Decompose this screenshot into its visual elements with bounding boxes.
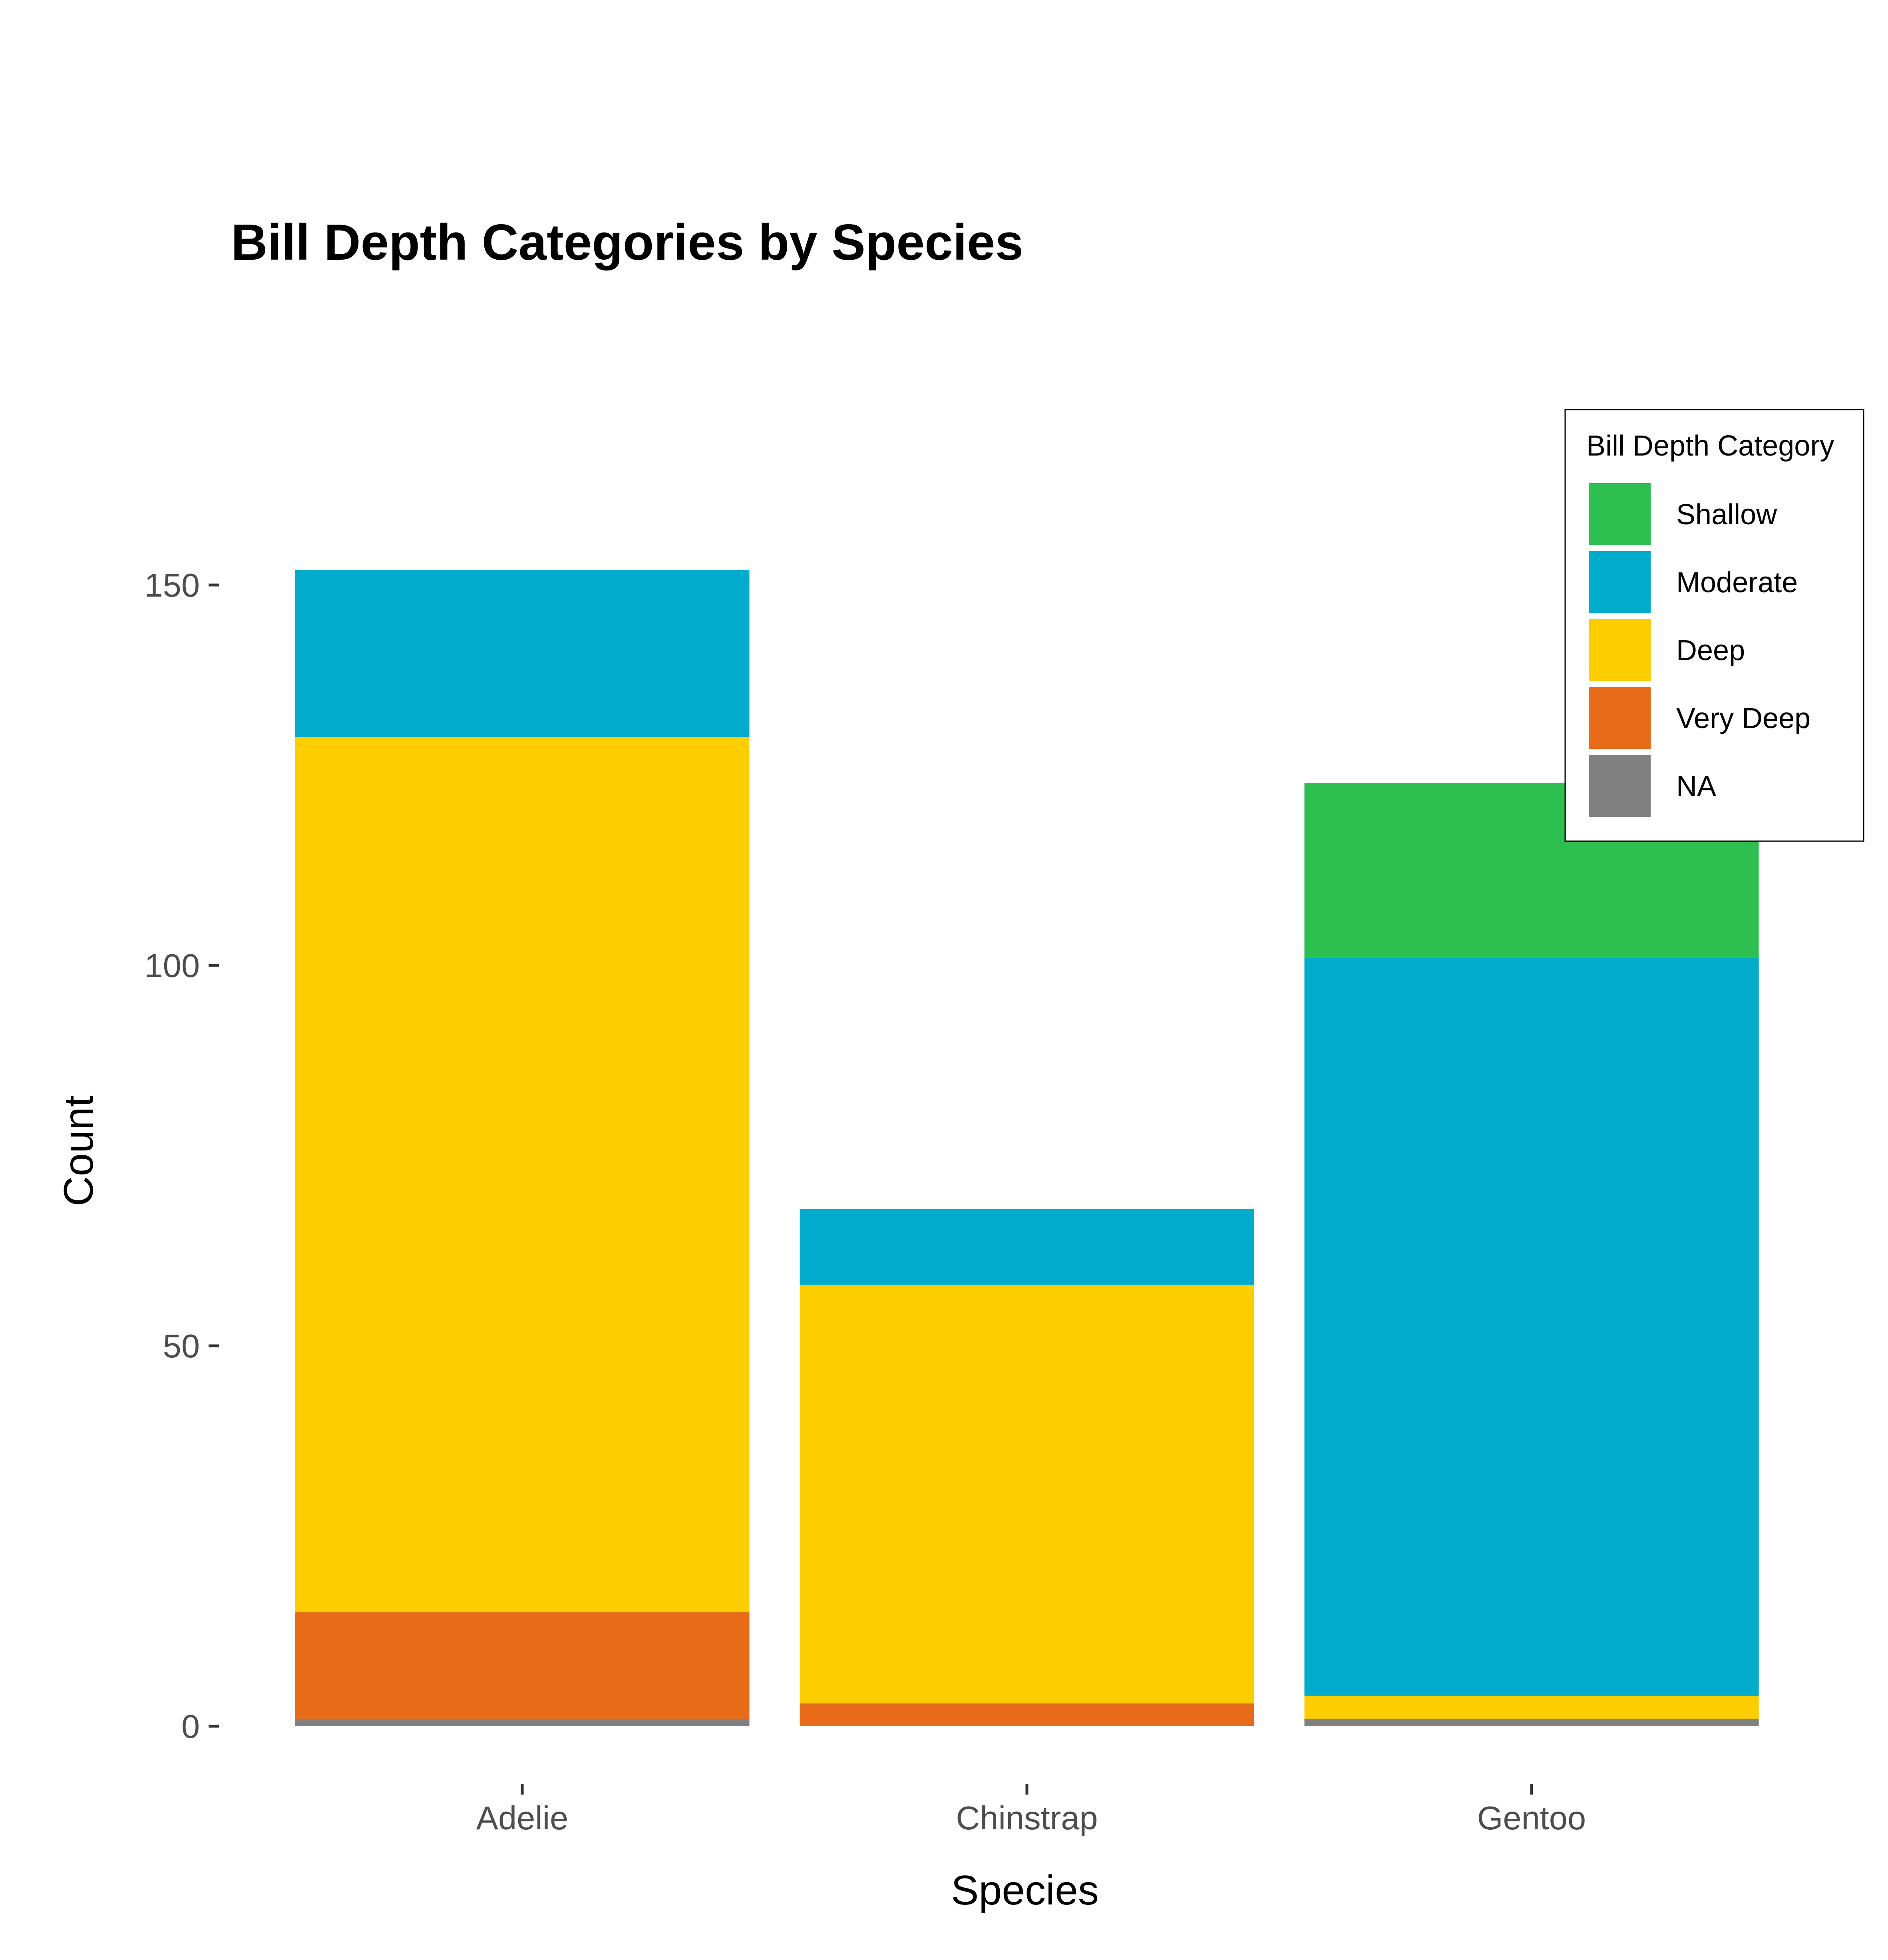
legend-label-shallow: Shallow [1676,499,1777,531]
legend-label-na: NA [1676,770,1716,802]
x-axis-title: Species [951,1867,1099,1914]
legend-key-shallow [1589,483,1651,545]
x-tick-label-adelie: Adelie [476,1799,569,1837]
legend-entries: Shallow Moderate Deep Very Deep NA [1589,483,1810,817]
x-tick-label-chinstrap: Chinstrap [956,1799,1098,1837]
legend-label-moderate: Moderate [1676,567,1798,599]
legend-label-very-deep: Very Deep [1676,702,1810,734]
legend: Bill Depth Category Shallow Moderate Deep V… [1564,409,1864,842]
y-tick-label-50: 50 [163,1327,200,1365]
y-tick-label-100: 100 [145,947,200,984]
bar-adelie-deep [295,737,750,1612]
bar-adelie-moderate [295,569,750,737]
bar-chinstrap-very-deep [800,1703,1254,1726]
legend-title: Bill Depth Category [1586,430,1834,462]
x-tick-label-gentoo: Gentoo [1477,1799,1586,1837]
bar-gentoo-moderate [1304,957,1759,1696]
bar-chinstrap-moderate [800,1209,1254,1285]
legend-key-very-deep [1589,687,1651,749]
legend-key-deep [1589,619,1651,681]
bars-group [295,569,1759,1726]
y-axis-title: Count [56,1095,102,1206]
legend-key-na [1589,755,1651,817]
y-tick-label-0: 0 [181,1708,200,1745]
bar-gentoo-deep [1304,1695,1759,1719]
bar-adelie-na [295,1718,750,1726]
legend-label-deep: Deep [1676,635,1745,667]
chart-title: Bill Depth Categories by Species [231,214,1023,271]
y-tick-label-150: 150 [145,567,200,604]
bar-gentoo-na [1304,1718,1759,1726]
bar-chinstrap-deep [800,1285,1254,1703]
legend-key-moderate [1589,551,1651,613]
x-axis: Adelie Chinstrap Gentoo [476,1784,1586,1837]
bar-adelie-very-deep [295,1612,750,1719]
y-axis: 0 50 100 150 [145,567,219,1745]
